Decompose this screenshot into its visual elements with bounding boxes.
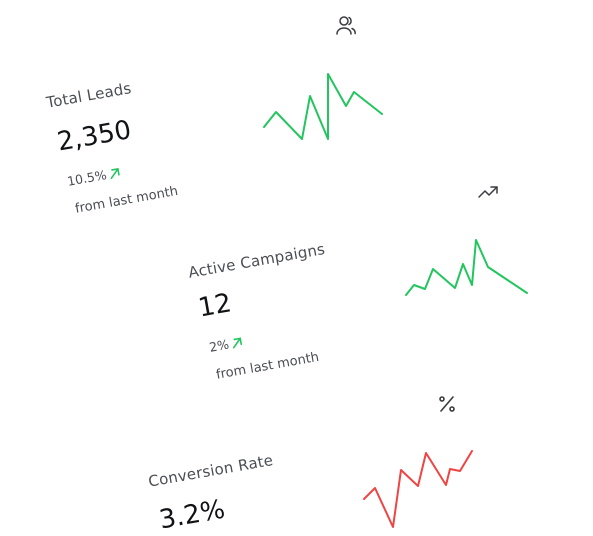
- arrow-up-right-icon: [232, 336, 242, 348]
- trending-up-icon: [478, 186, 498, 198]
- users-icon: [336, 16, 356, 35]
- arrow-up-right-icon: [110, 167, 120, 179]
- percent-icon: [439, 396, 455, 412]
- card-delta: 10.5%: [66, 165, 122, 189]
- card-delta: 2%: [208, 334, 244, 355]
